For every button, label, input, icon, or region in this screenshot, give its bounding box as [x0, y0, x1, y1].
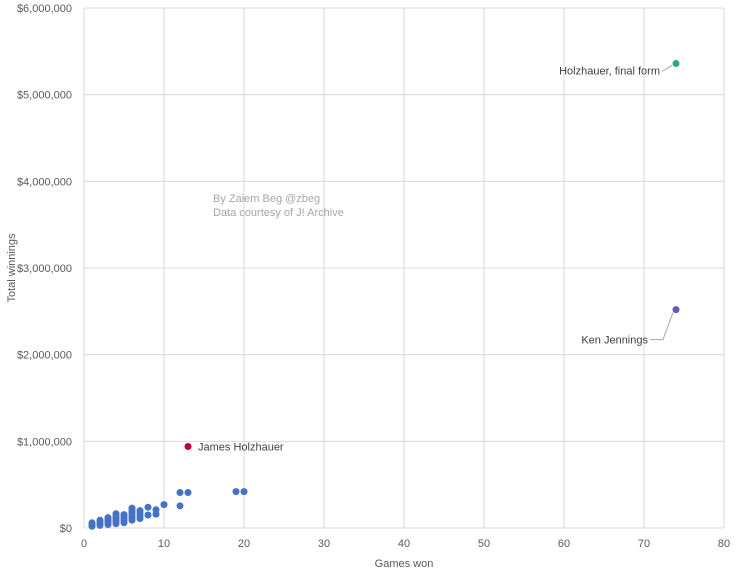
data-point-main [128, 504, 136, 512]
annotation-holzhauer-current: James Holzhauer [198, 442, 284, 454]
data-points [88, 59, 680, 530]
data-point-main [120, 511, 128, 519]
y-tick-label: $1,000,000 [17, 436, 72, 448]
x-tick-label: 40 [398, 538, 410, 550]
x-tick-label: 70 [638, 538, 650, 550]
x-tick-label: 50 [478, 538, 490, 550]
data-point-main [144, 511, 152, 519]
x-tick-label: 60 [558, 538, 570, 550]
leader-line-holzhauer-projected [661, 65, 673, 72]
data-point-holzhauer-current [184, 443, 192, 451]
data-point-main [112, 510, 120, 518]
leader-line-jennings [650, 312, 674, 341]
data-point-main [88, 519, 96, 527]
y-tick-label: $6,000,000 [17, 3, 72, 15]
data-point-holzhauer-projected [672, 59, 680, 67]
y-tick-label: $3,000,000 [17, 263, 72, 275]
credit-source: Data courtesy of J! Archive [213, 207, 344, 219]
x-tick-label: 20 [238, 538, 250, 550]
annotation-holzhauer-projected: Holzhauer, final form [559, 65, 660, 77]
data-point-main [136, 507, 144, 515]
data-point-main [176, 502, 184, 510]
x-tick-label: 30 [318, 538, 330, 550]
data-point-main [144, 503, 152, 511]
x-axis-ticks: 0 10 20 30 40 50 60 70 80 [81, 538, 730, 550]
x-axis-title: Games won [375, 558, 434, 570]
data-point-main [240, 488, 248, 496]
credit-author: By Zaiem Beg @zbeg [213, 193, 320, 205]
y-tick-label: $0 [60, 523, 72, 535]
gridlines [83, 7, 725, 529]
data-point-main [96, 516, 104, 524]
data-point-jennings [672, 306, 680, 314]
annotation-jennings: Ken Jennings [581, 335, 648, 347]
y-tick-label: $4,000,000 [17, 176, 72, 188]
annotation-leaders [650, 65, 674, 341]
x-tick-label: 0 [81, 538, 87, 550]
y-axis-title: Total winnings [6, 233, 18, 303]
annotations: James Holzhauer Holzhauer, final form Ken … [198, 65, 660, 453]
y-tick-label: $5,000,000 [17, 90, 72, 102]
data-point-main [184, 488, 192, 496]
data-point-main [104, 514, 112, 522]
y-axis-ticks: $0 $1,000,000 $2,000,000 $3,000,000 $4,000,0… [17, 3, 72, 535]
data-point-main [160, 501, 168, 509]
data-point-main [176, 488, 184, 496]
data-point-main [232, 488, 240, 496]
x-tick-label: 10 [158, 538, 170, 550]
x-tick-label: 80 [718, 538, 730, 550]
data-point-main [152, 506, 160, 514]
y-tick-label: $2,000,000 [17, 350, 72, 362]
